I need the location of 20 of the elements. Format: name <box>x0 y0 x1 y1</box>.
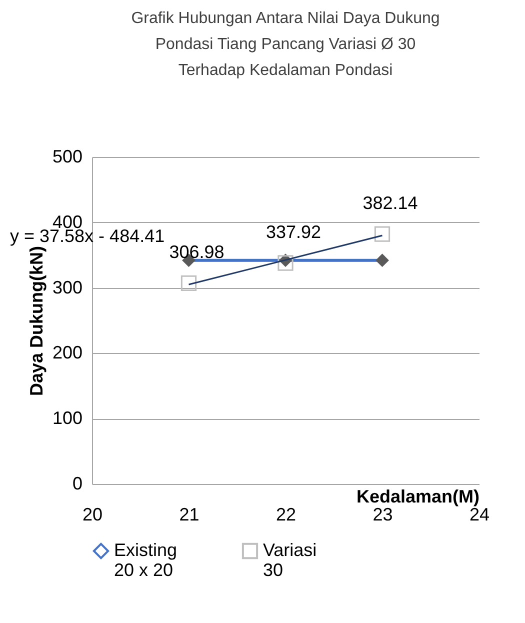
legend-label: Variasi 30 <box>263 540 317 580</box>
point <box>278 255 294 271</box>
x-tick-label: 21 <box>179 504 200 524</box>
y-tick-label: 200 <box>52 342 82 363</box>
data-label: 306.98 <box>169 242 224 262</box>
point <box>180 275 197 292</box>
y-tick-label: 500 <box>52 146 82 166</box>
y-tick-label: 100 <box>52 408 82 428</box>
y-tick-label: 0 <box>72 474 82 494</box>
data-label: 337.92 <box>266 222 322 242</box>
x-tick-label: 22 <box>276 504 296 524</box>
y-tick-label: 300 <box>52 277 82 298</box>
x-tick-label: 20 <box>82 504 103 524</box>
x-tick-label: 23 <box>372 504 393 524</box>
data-label: 382.14 <box>362 193 418 214</box>
legend-label: Existing 20 x 20 <box>114 540 178 580</box>
point <box>374 226 390 242</box>
chart-title: Grafik Hubungan Antara Nilai Daya Dukung Pondasi Tiang Pancang Variasi Ø 30 Terhadap Kedalaman Pondasi <box>131 10 440 79</box>
y-axis-title: Daya Dukung(kN) <box>26 246 46 396</box>
x-axis-title: Kedalaman(M) <box>356 486 480 506</box>
